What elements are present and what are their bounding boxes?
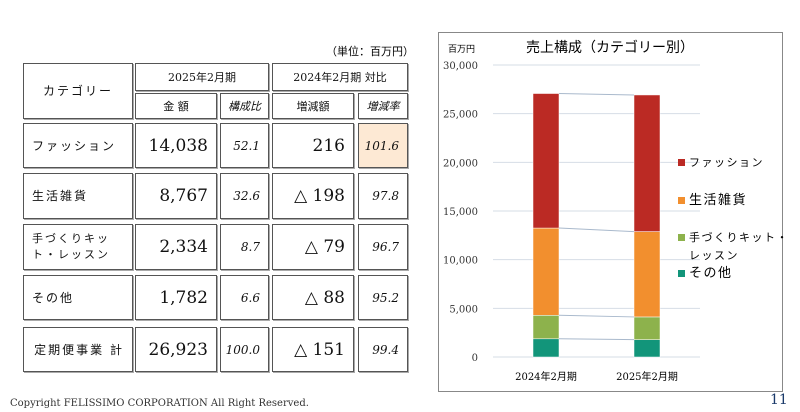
legend-swatch: [678, 159, 685, 166]
header-amount: 金 額: [135, 93, 217, 119]
page-number: 11: [770, 392, 788, 408]
cell-rate: 97.8: [358, 173, 408, 219]
legend-label: レッスン: [689, 249, 739, 262]
cell-category: 定期便事業 計: [23, 327, 133, 372]
cell-amount: 2,334: [135, 224, 217, 270]
bar-segment: [532, 338, 560, 358]
cell-change: △ 88: [272, 275, 354, 320]
x-tick-label: 2025年2月期: [616, 370, 678, 383]
bar-segment: [633, 339, 661, 358]
legend-swatch: [678, 234, 685, 241]
header-change: 増減額: [272, 93, 354, 119]
header-ratio: 構成比: [220, 93, 269, 119]
cell-category: 手づくりキット・レッスン: [23, 224, 133, 270]
cell-ratio: 8.7: [220, 224, 269, 270]
y-tick-label: 10,000: [443, 256, 478, 267]
header-period: 2025年2月期: [135, 63, 269, 91]
bar-segment: [633, 94, 661, 232]
cell-ratio: 100.0: [220, 327, 269, 372]
cell-change: △ 198: [272, 173, 354, 219]
header-rate: 増減率: [358, 93, 408, 119]
series-connector: [558, 338, 635, 341]
cell-amount: 1,782: [135, 275, 217, 320]
header-category: カテゴリー: [23, 63, 133, 119]
legend-label: その他: [689, 266, 733, 281]
cell-rate: 101.6: [358, 123, 408, 168]
chart-frame: [438, 32, 783, 392]
legend-label: 手づくりキット・: [689, 230, 789, 244]
cell-category: その他: [23, 275, 133, 320]
bar-segment: [633, 231, 661, 318]
legend-label: ファッション: [689, 156, 764, 169]
cell-rate: 95.2: [358, 275, 408, 320]
cell-ratio: 6.6: [220, 275, 269, 320]
copyright: Copyright FELISSIMO CORPORATION All Righ…: [10, 398, 309, 409]
series-connector: [558, 93, 635, 96]
cell-category: ファッション: [23, 123, 133, 168]
cell-amount: 26,923: [135, 327, 217, 372]
cell-amount: 8,767: [135, 173, 217, 219]
y-tick-label: 5,000: [449, 304, 478, 315]
cell-ratio: 52.1: [220, 123, 269, 168]
legend-swatch: [678, 270, 685, 277]
cell-rate: 96.7: [358, 224, 408, 270]
bar-segment: [532, 227, 560, 316]
series-connector: [558, 314, 635, 318]
chart-title: 売上構成（カテゴリー別）: [526, 39, 694, 56]
x-tick-label: 2024年2月期: [515, 370, 577, 383]
cell-category: 生活雑貨: [23, 173, 133, 219]
unit-note: （単位：百万円）: [326, 45, 414, 58]
bar-segment: [532, 93, 560, 229]
y-tick-label: 15,000: [443, 207, 478, 218]
bar-segment: [532, 315, 560, 340]
cell-ratio: 32.6: [220, 173, 269, 219]
series-connector: [558, 227, 635, 233]
legend-label: 生活雑貨: [689, 192, 747, 208]
header-compare: 2024年2月期 対比: [272, 63, 408, 91]
legend-swatch: [678, 197, 685, 204]
cell-change: △ 79: [272, 224, 354, 270]
cell-change: 216: [272, 123, 354, 168]
y-tick-label: 20,000: [443, 158, 478, 169]
cell-rate: 99.4: [358, 327, 408, 372]
y-axis-label: 百万円: [448, 44, 475, 55]
cell-amount: 14,038: [135, 123, 217, 168]
y-tick-label: 25,000: [443, 110, 478, 121]
y-tick-label: 30,000: [443, 61, 478, 72]
y-tick-label: 0: [472, 353, 478, 364]
bar-segment: [633, 316, 661, 340]
cell-change: △ 151: [272, 327, 354, 372]
